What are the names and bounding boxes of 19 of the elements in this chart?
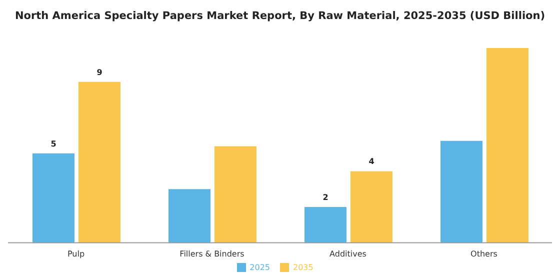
bar <box>486 48 528 243</box>
bar <box>168 189 210 243</box>
bar <box>440 140 482 243</box>
data-label: 5 <box>50 139 57 148</box>
legend-label: 2025 <box>250 262 270 272</box>
data-label: 2 <box>322 192 328 202</box>
bar <box>304 206 346 243</box>
x-tick-label: Others <box>470 249 498 258</box>
bar <box>214 146 256 243</box>
legend-label: 2035 <box>293 262 314 272</box>
bar <box>78 82 120 243</box>
chart-title: North America Specialty Papers Market Report, By Raw Material, 2025-2035 (USD Billion) <box>14 9 546 24</box>
x-tick-label: Additives <box>330 249 366 258</box>
x-tick-label: Fillers & Binders <box>180 249 244 258</box>
data-label: 4 <box>368 157 375 166</box>
data-label: 9 <box>96 68 103 77</box>
bar <box>32 153 74 243</box>
x-tick-label: Pulp <box>67 249 85 258</box>
bar <box>350 171 392 243</box>
